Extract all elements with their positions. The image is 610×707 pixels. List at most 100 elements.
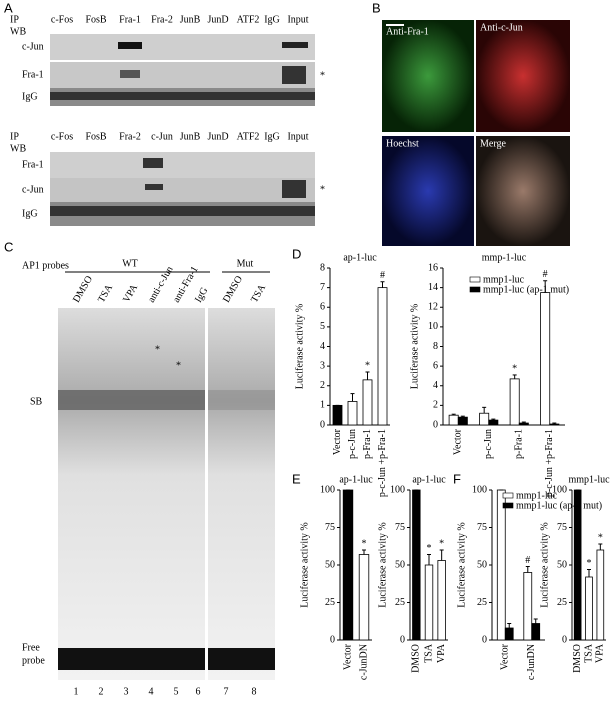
bar [488, 419, 499, 426]
free-probe-band [58, 648, 205, 670]
micrograph [382, 20, 474, 132]
x-tick-label: VPA [595, 643, 606, 663]
micrograph [382, 136, 474, 246]
lane-number: 2 [99, 686, 104, 697]
ip-label: IP [10, 14, 19, 25]
y-tick-label: 25 [395, 597, 405, 608]
lane-label: FosB [85, 14, 106, 25]
bar [509, 378, 520, 426]
row-label: IgG [22, 208, 38, 219]
annotation: # [380, 270, 385, 281]
annotation: # [543, 269, 548, 280]
lane-label: Fra-1 [119, 14, 141, 25]
band [50, 206, 315, 216]
image-label: Merge [480, 138, 506, 149]
chart-title: ap-1-luc [343, 252, 377, 263]
bar [540, 292, 551, 426]
bar [549, 423, 560, 426]
bar [377, 287, 388, 426]
gel [58, 308, 205, 680]
panel-label: E [292, 471, 301, 486]
x-tick-label: p-c-Jun +p-Fra-1 [544, 429, 555, 497]
band [145, 184, 163, 190]
marker: * [320, 70, 325, 81]
y-axis-label: Luciferase activity % [294, 304, 305, 390]
band-label: probe [22, 655, 45, 666]
shift-band [208, 390, 275, 410]
x-tick-label: c-JunDN [358, 644, 369, 680]
x-tick-label: DMSO [411, 644, 422, 673]
y-tick-label: 12 [428, 302, 438, 313]
lane-label: FosB [85, 131, 106, 142]
bar [479, 412, 490, 426]
lane-label: c-Jun [151, 131, 173, 142]
lane-label: JunB [180, 14, 201, 25]
bar [362, 379, 373, 426]
x-tick-label: DMSO [572, 644, 583, 673]
bar [448, 414, 459, 426]
lane-label: DMSO [221, 274, 245, 305]
ip-label: IP [10, 131, 19, 142]
x-tick-label: Vector [332, 428, 343, 455]
y-tick-label: 16 [428, 262, 438, 273]
band [143, 158, 163, 168]
image-label: Anti-c-Jun [480, 22, 523, 33]
band-label: SB [30, 396, 43, 407]
lane-label: ATF2 [237, 131, 260, 142]
legend-swatch [502, 502, 514, 509]
lane-number: 6 [196, 686, 201, 697]
panel-label: C [4, 239, 13, 254]
y-tick-label: 0 [320, 419, 325, 430]
x-tick-label: p-c-Jun +p-Fra-1 [377, 429, 388, 497]
band [50, 92, 315, 100]
y-tick-label: 75 [477, 522, 487, 533]
bar [596, 549, 605, 641]
annotation: * [512, 363, 517, 374]
lane-label: TSA [249, 282, 268, 305]
legend-label: mmp1-luc (ap-1 mut) [483, 284, 569, 295]
x-tick-label: p-Fra-1 [362, 429, 373, 459]
micrograph [476, 20, 570, 132]
y-tick-label: 5 [320, 321, 325, 332]
y-tick-label: 100 [472, 484, 487, 495]
bar [347, 401, 358, 426]
wb-label: WB [10, 143, 26, 154]
y-tick-label: 8 [433, 341, 438, 352]
legend-label: mmp1-luc (ap-1 mut) [516, 500, 602, 511]
lane-label: VPA [121, 282, 140, 305]
marker: * [155, 344, 160, 355]
y-tick-label: 25 [477, 597, 487, 608]
blot [50, 178, 315, 202]
lane-number: 1 [74, 686, 79, 697]
y-tick-label: 25 [557, 597, 567, 608]
y-tick-label: 0 [330, 634, 335, 645]
micrograph [476, 136, 570, 246]
bar [437, 560, 446, 641]
x-tick-label: VPA [436, 643, 447, 663]
bar [504, 627, 514, 641]
blot [50, 62, 315, 88]
y-tick-label: 2 [320, 380, 325, 391]
lane-label: Input [287, 131, 308, 142]
bar [531, 623, 541, 641]
y-tick-label: 50 [477, 559, 487, 570]
annotation: * [598, 532, 603, 543]
band [282, 42, 308, 48]
x-tick-label: TSA [423, 643, 434, 663]
bar [573, 489, 582, 641]
lane-label: Input [287, 14, 308, 25]
annotation: * [362, 538, 367, 549]
y-tick-label: 6 [433, 360, 438, 371]
lane-number: 7 [224, 686, 229, 697]
x-tick-label: Vector [500, 643, 511, 670]
legend-swatch [502, 492, 514, 499]
marker: * [320, 184, 325, 195]
chart-title: ap-1-luc [339, 474, 373, 485]
y-axis-label: Luciferase activity % [299, 522, 310, 608]
annotation: * [439, 538, 444, 549]
annotation: * [365, 360, 370, 371]
x-tick-label: Vector [342, 643, 353, 670]
lane-label: c-Fos [51, 14, 73, 25]
y-tick-label: 0 [482, 634, 487, 645]
